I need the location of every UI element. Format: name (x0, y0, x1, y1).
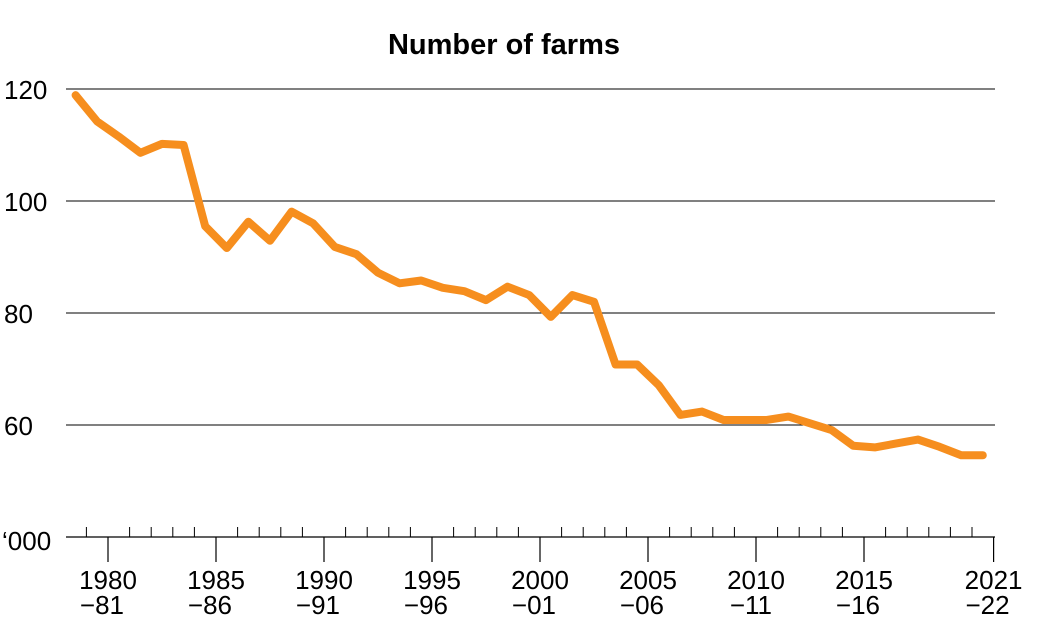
x-tick-sublabel-2021: −22 (965, 590, 1009, 620)
x-tick-sublabel-2000: −01 (512, 590, 556, 620)
x-tick-sublabel-1995: −96 (404, 590, 448, 620)
series-line (76, 95, 983, 455)
y-unit-label: ‘000 (2, 526, 51, 556)
x-axis-ticks (86, 527, 993, 562)
y-tick-label-120: 120 (4, 75, 47, 105)
gridlines (66, 89, 995, 425)
series-number-of-farms (76, 95, 983, 455)
y-axis-tick-labels: 60 80 100 120 (4, 75, 47, 441)
y-tick-label-100: 100 (4, 187, 47, 217)
x-tick-sublabel-1990: −91 (296, 590, 340, 620)
x-axis-tick-labels: 1980−811985−861990−911995−962000−012005−… (79, 565, 1022, 620)
chart-title: Number of farms (388, 29, 620, 61)
y-tick-label-60: 60 (4, 411, 33, 441)
x-tick-sublabel-1980: −81 (80, 590, 124, 620)
x-tick-sublabel-2010: −11 (730, 590, 772, 620)
x-tick-sublabel-2005: −06 (620, 590, 664, 620)
y-tick-label-80: 80 (4, 299, 33, 329)
x-tick-sublabel-1985: −86 (188, 590, 232, 620)
x-tick-sublabel-2015: −16 (836, 590, 880, 620)
